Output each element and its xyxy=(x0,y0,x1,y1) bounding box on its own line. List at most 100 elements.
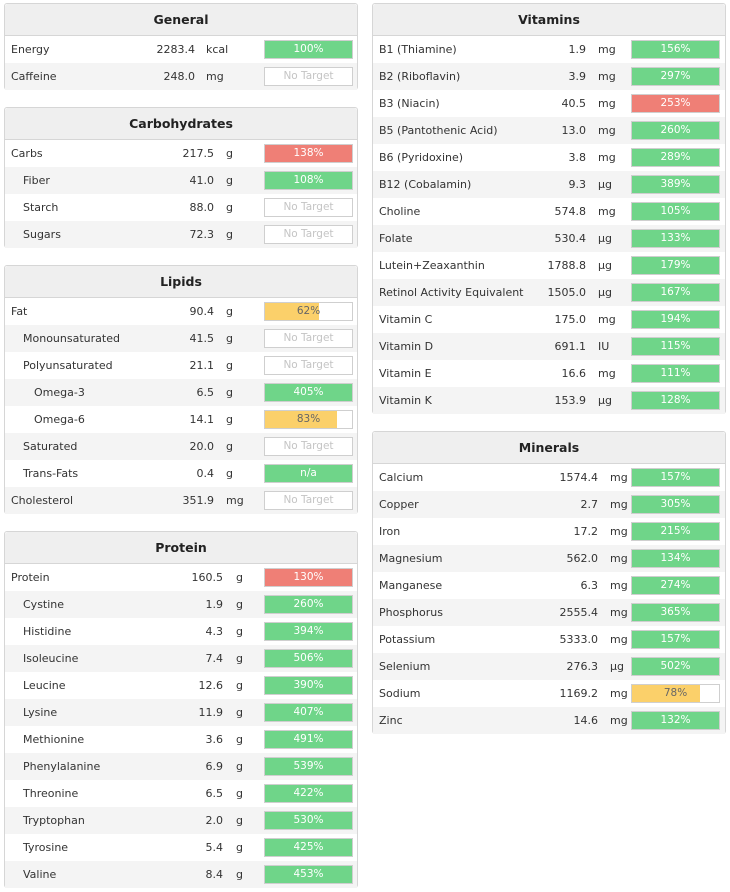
nutrient-name: Leucine xyxy=(23,679,66,692)
nutrient-row-folate[interactable]: Folate 530.4 µg 133% xyxy=(373,225,725,252)
nutrient-row-threonine[interactable]: Threonine 6.5 g 422% xyxy=(5,780,357,807)
nutrient-name: Omega-6 xyxy=(34,413,85,426)
nutrient-row-lysine[interactable]: Lysine 11.9 g 407% xyxy=(5,699,357,726)
nutrient-row-omega-3[interactable]: Omega-3 6.5 g 405% xyxy=(5,379,357,406)
nutrient-row-sugars[interactable]: Sugars 72.3 g No Target xyxy=(5,221,357,248)
nutrient-row-saturated[interactable]: Saturated 20.0 g No Target xyxy=(5,433,357,460)
nutrient-row-calcium[interactable]: Calcium 1574.4 mg 157% xyxy=(373,464,725,491)
target-progress-bar: 157% xyxy=(631,630,720,649)
target-progress-bar: 305% xyxy=(631,495,720,514)
target-progress-bar: 530% xyxy=(264,811,353,830)
nutrient-row-retinol-activity-equivalent[interactable]: Retinol Activity Equivalent 1505.0 µg 167% xyxy=(373,279,725,306)
nutrient-row-phosphorus[interactable]: Phosphorus 2555.4 mg 365% xyxy=(373,599,725,626)
nutrient-row-b5-pantothenic-acid[interactable]: B5 (Pantothenic Acid) 13.0 mg 260% xyxy=(373,117,725,144)
nutrient-row-vitamin-c[interactable]: Vitamin C 175.0 mg 194% xyxy=(373,306,725,333)
target-percent: 506% xyxy=(293,652,324,664)
nutrient-row-leucine[interactable]: Leucine 12.6 g 390% xyxy=(5,672,357,699)
nutrient-unit: mg xyxy=(610,714,628,727)
nutrient-row-zinc[interactable]: Zinc 14.6 mg 132% xyxy=(373,707,725,734)
nutrient-row-b6-pyridoxine[interactable]: B6 (Pyridoxine) 3.8 mg 289% xyxy=(373,144,725,171)
nutrient-list: Fat 90.4 g 62% Monounsaturated 41.5 g No Target… xyxy=(5,298,357,514)
nutrient-amount: 1574.4 xyxy=(559,471,599,484)
target-percent: 78% xyxy=(663,687,688,699)
nutrient-unit: mg xyxy=(598,205,616,218)
nutrient-row-isoleucine[interactable]: Isoleucine 7.4 g 506% xyxy=(5,645,357,672)
progress-fill xyxy=(632,365,719,382)
target-percent: 179% xyxy=(660,259,691,271)
nutrient-row-fiber[interactable]: Fiber 41.0 g 108% xyxy=(5,167,357,194)
nutrient-row-starch[interactable]: Starch 88.0 g No Target xyxy=(5,194,357,221)
progress-fill xyxy=(265,41,352,58)
progress-fill xyxy=(632,149,719,166)
nutrient-row-magnesium[interactable]: Magnesium 562.0 mg 134% xyxy=(373,545,725,572)
nutrient-amount: 21.1 xyxy=(189,359,215,372)
nutrient-name: Methionine xyxy=(23,733,85,746)
target-progress-bar: 502% xyxy=(631,657,720,676)
nutrient-row-energy[interactable]: Energy 2283.4 kcal 100% xyxy=(5,36,357,63)
nutrient-amount: 2283.4 xyxy=(156,43,196,56)
progress-fill xyxy=(632,311,719,328)
nutrient-row-vitamin-e[interactable]: Vitamin E 16.6 mg 111% xyxy=(373,360,725,387)
nutrient-row-phenylalanine[interactable]: Phenylalanine 6.9 g 539% xyxy=(5,753,357,780)
progress-fill xyxy=(632,550,719,567)
nutrient-amount: 11.9 xyxy=(198,706,224,719)
nutrient-row-manganese[interactable]: Manganese 6.3 mg 274% xyxy=(373,572,725,599)
nutrient-row-b1-thiamine[interactable]: B1 (Thiamine) 1.9 mg 156% xyxy=(373,36,725,63)
nutrient-row-tyrosine[interactable]: Tyrosine 5.4 g 425% xyxy=(5,834,357,861)
nutrient-row-sodium[interactable]: Sodium 1169.2 mg 78% xyxy=(373,680,725,707)
nutrient-amount: 4.3 xyxy=(205,625,224,638)
panel-title: Minerals xyxy=(373,432,725,464)
nutrient-row-trans-fats[interactable]: Trans-Fats 0.4 g n/a xyxy=(5,460,357,487)
panel-protein: Protein Protein 160.5 g 130% Cystine 1.9 g 260% H… xyxy=(4,531,358,888)
nutrient-row-carbs[interactable]: Carbs 217.5 g 138% xyxy=(5,140,357,167)
nutrient-row-methionine[interactable]: Methionine 3.6 g 491% xyxy=(5,726,357,753)
nutrient-row-polyunsaturated[interactable]: Polyunsaturated 21.1 g No Target xyxy=(5,352,357,379)
nutrient-row-cystine[interactable]: Cystine 1.9 g 260% xyxy=(5,591,357,618)
nutrient-row-selenium[interactable]: Selenium 276.3 µg 502% xyxy=(373,653,725,680)
target-percent: 502% xyxy=(660,660,691,672)
progress-fill xyxy=(265,411,338,428)
nutrient-row-potassium[interactable]: Potassium 5333.0 mg 157% xyxy=(373,626,725,653)
nutrient-unit: g xyxy=(226,386,233,399)
nutrient-row-b2-riboflavin[interactable]: B2 (Riboflavin) 3.9 mg 297% xyxy=(373,63,725,90)
nutrient-row-tryptophan[interactable]: Tryptophan 2.0 g 530% xyxy=(5,807,357,834)
target-percent: 157% xyxy=(660,633,691,645)
panel-general: General Energy 2283.4 kcal 100% Caffeine 248.0… xyxy=(4,3,358,90)
nutrient-amount: 160.5 xyxy=(191,571,224,584)
nutrient-name: Cystine xyxy=(23,598,65,611)
nutrient-row-vitamin-k[interactable]: Vitamin K 153.9 µg 128% xyxy=(373,387,725,414)
nutrient-row-copper[interactable]: Copper 2.7 mg 305% xyxy=(373,491,725,518)
progress-fill xyxy=(265,569,352,586)
nutrient-row-monounsaturated[interactable]: Monounsaturated 41.5 g No Target xyxy=(5,325,357,352)
nutrient-row-valine[interactable]: Valine 8.4 g 453% xyxy=(5,861,357,888)
progress-fill xyxy=(632,712,719,729)
nutrient-row-choline[interactable]: Choline 574.8 mg 105% xyxy=(373,198,725,225)
nutrient-row-lutein-zeaxanthin[interactable]: Lutein+Zeaxanthin 1788.8 µg 179% xyxy=(373,252,725,279)
nutrient-amount: 12.6 xyxy=(198,679,224,692)
target-progress-bar: 62% xyxy=(264,302,353,321)
nutrient-name: Lysine xyxy=(23,706,58,719)
nutrient-row-b12-cobalamin[interactable]: B12 (Cobalamin) 9.3 µg 389% xyxy=(373,171,725,198)
nutrient-name: Folate xyxy=(379,232,413,245)
nutrient-row-iron[interactable]: Iron 17.2 mg 215% xyxy=(373,518,725,545)
nutrient-unit: g xyxy=(226,440,233,453)
target-percent: 422% xyxy=(293,787,324,799)
nutrient-row-b3-niacin[interactable]: B3 (Niacin) 40.5 mg 253% xyxy=(373,90,725,117)
nutrient-row-caffeine[interactable]: Caffeine 248.0 mg No Target xyxy=(5,63,357,90)
target-progress-bar: 407% xyxy=(264,703,353,722)
nutrient-unit: g xyxy=(226,201,233,214)
nutrient-row-protein[interactable]: Protein 160.5 g 130% xyxy=(5,564,357,591)
nutrient-amount: 276.3 xyxy=(566,660,599,673)
nutrient-row-histidine[interactable]: Histidine 4.3 g 394% xyxy=(5,618,357,645)
progress-fill xyxy=(265,785,352,802)
nutrient-row-fat[interactable]: Fat 90.4 g 62% xyxy=(5,298,357,325)
nutrient-name: Iron xyxy=(379,525,401,538)
nutrient-row-omega-6[interactable]: Omega-6 14.1 g 83% xyxy=(5,406,357,433)
nutrient-row-cholesterol[interactable]: Cholesterol 351.9 mg No Target xyxy=(5,487,357,514)
nutrient-amount: 3.6 xyxy=(205,733,224,746)
progress-fill xyxy=(265,465,352,482)
panel-lipids: Lipids Fat 90.4 g 62% Monounsaturated 41.5 g No … xyxy=(4,265,358,514)
nutrient-row-vitamin-d[interactable]: Vitamin D 691.1 IU 115% xyxy=(373,333,725,360)
nutrient-name: Potassium xyxy=(379,633,436,646)
target-progress-bar: 390% xyxy=(264,676,353,695)
